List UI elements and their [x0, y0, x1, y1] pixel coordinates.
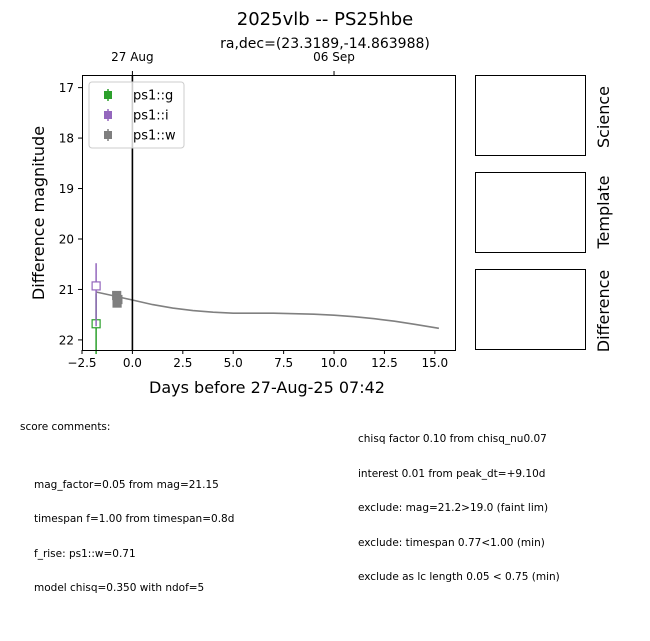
difference-cutout — [475, 269, 586, 350]
y-tick-label: 17 — [59, 81, 74, 95]
template-cutout — [475, 172, 586, 253]
y-tick-label: 21 — [59, 283, 74, 297]
data-point — [112, 298, 122, 308]
figure-subtitle: ra,dec=(23.3189,-14.863988) — [220, 36, 430, 52]
model-curve — [95, 291, 440, 330]
legend-marker — [104, 131, 112, 139]
x-tick-label: 7.5 — [274, 356, 293, 370]
x-tick-label: 2.5 — [173, 356, 192, 370]
y-tick-label: 22 — [59, 333, 74, 347]
score-comments-right: chisq factor 0.10 from chisq_nu0.07 inte… — [358, 411, 560, 607]
legend-label: ps1::g — [133, 89, 173, 104]
science-cutout — [475, 75, 586, 156]
science-label: Science — [594, 86, 613, 148]
figure: 2025vlb -- PS25hbe ra,dec=(23.3189,-14.8… — [20, 9, 613, 594]
comment-line: mag_factor=0.05 from mag=21.15 — [34, 478, 219, 491]
comment-line: f_rise: ps1::w=0.71 — [34, 547, 136, 560]
comment-line: exclude: timespan 0.77<1.00 (min) — [358, 536, 545, 549]
score-comments-left: score comments: mag_factor=0.05 from mag… — [20, 399, 234, 641]
data-point — [91, 281, 101, 291]
x-axis-label: Days before 27-Aug-25 07:42 — [149, 378, 385, 397]
y-axis-label: Difference magnitude — [29, 126, 48, 300]
comment-line: timespan f=1.00 from timespan=0.8d — [34, 513, 235, 525]
x-tick-label: 5.0 — [224, 356, 243, 370]
y-tick-label: 19 — [59, 182, 74, 196]
template-label: Template — [594, 175, 613, 249]
comment-line: exclude as lc length 0.05 < 0.75 (min) — [358, 571, 560, 583]
x-tick-label: 15.0 — [421, 356, 448, 370]
x-tick-label: −2.5 — [67, 356, 96, 370]
legend-marker — [104, 91, 112, 99]
comment-line: exclude: mag=21.2>19.0 (faint lim) — [358, 502, 549, 514]
legend-box — [88, 81, 185, 149]
x-tick-label: 0.0 — [123, 356, 142, 370]
light-curve-chart: 2025vlb -- PS25hbe ra,dec=(23.3189,-14.8… — [29, 9, 613, 397]
legend-marker — [104, 111, 112, 119]
top-axis-tick-label: 06 Sep — [313, 50, 355, 64]
legend-label: ps1::i — [133, 109, 169, 124]
x-tick-label: 10.0 — [321, 356, 348, 370]
y-tick-label: 20 — [59, 232, 74, 246]
figure-title: 2025vlb -- PS25hbe — [237, 9, 413, 30]
plot-frame — [82, 75, 456, 351]
comment-line: chisq factor 0.10 from chisq_nu0.07 — [358, 433, 547, 445]
legend-label: ps1::w — [133, 129, 176, 144]
x-tick-label: 12.5 — [371, 356, 398, 370]
comment-line: interest 0.01 from peak_dt=+9.10d — [358, 467, 546, 480]
top-axis-tick-label: 27 Aug — [111, 50, 154, 64]
y-tick-label: 18 — [59, 132, 74, 146]
comments-header: score comments: — [20, 421, 111, 433]
comment-line: model chisq=0.350 with ndof=5 — [34, 582, 205, 594]
difference-label: Difference — [594, 270, 613, 352]
